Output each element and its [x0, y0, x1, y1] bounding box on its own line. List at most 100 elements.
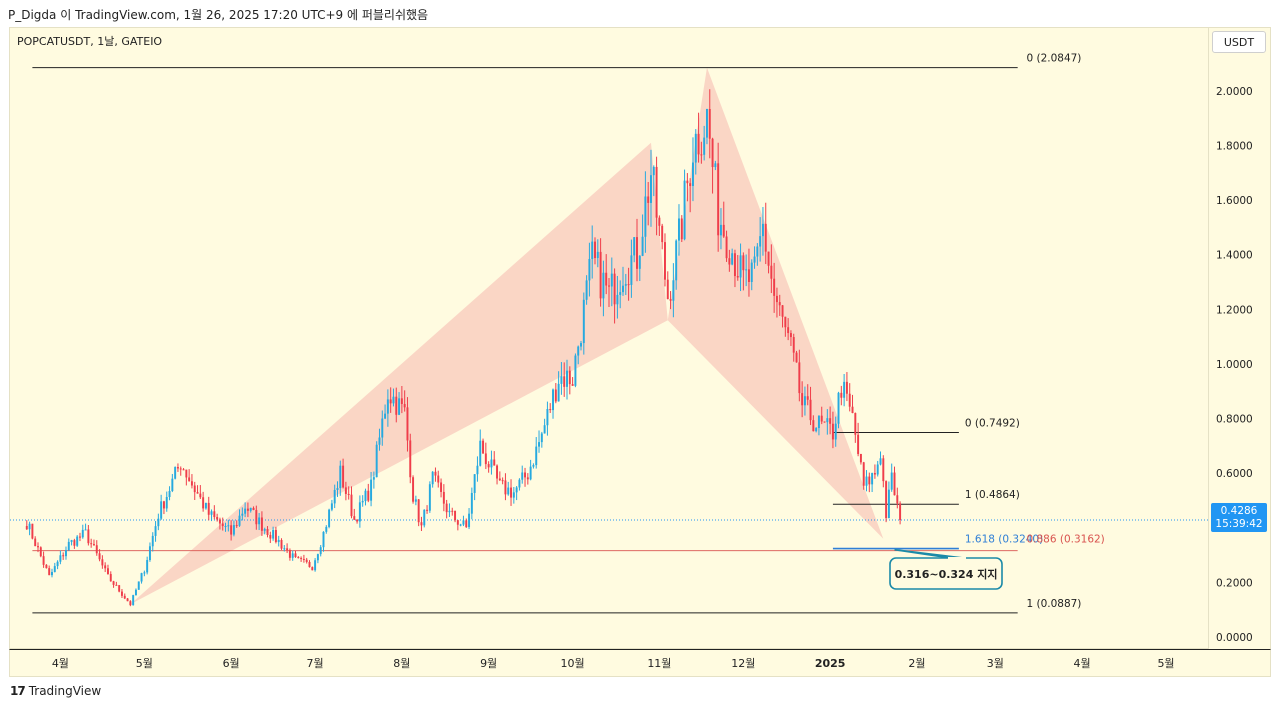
- callout-box: [889, 557, 1003, 590]
- candle-body: [129, 601, 132, 606]
- candle-body: [577, 346, 580, 356]
- candle-body: [392, 396, 395, 404]
- candle-body: [112, 581, 115, 585]
- candle-body: [711, 138, 714, 168]
- candle-body: [501, 480, 504, 482]
- candle-body: [409, 440, 412, 478]
- tradingview-logo-icon: 17: [10, 684, 26, 698]
- candle-body: [56, 561, 59, 567]
- candle-body: [899, 503, 902, 521]
- candle-body: [778, 302, 781, 306]
- candle-body: [582, 299, 585, 344]
- candle-body: [817, 415, 820, 429]
- tradingview-brand[interactable]: 17 TradingView: [10, 684, 101, 698]
- time-tick-label: 6월: [223, 657, 240, 670]
- candle-body: [789, 333, 792, 338]
- candle-body: [400, 398, 403, 404]
- candle-body: [210, 511, 213, 515]
- candle-body: [230, 525, 233, 535]
- candle-body: [272, 530, 275, 539]
- candle-body: [801, 393, 804, 406]
- candle-body: [865, 476, 868, 486]
- price-axis[interactable]: [1209, 27, 1271, 649]
- candle-body: [854, 413, 857, 435]
- candle-body: [806, 396, 809, 400]
- candle-body: [792, 337, 795, 353]
- candle-body: [283, 548, 286, 550]
- candle-body: [487, 464, 490, 468]
- candle-body: [482, 440, 485, 454]
- candle-body: [862, 462, 865, 486]
- candle-body: [311, 567, 314, 571]
- candle-body: [316, 554, 319, 561]
- candle-body: [59, 555, 62, 562]
- candle-body: [812, 420, 815, 432]
- candle-body: [361, 501, 364, 503]
- candle-body: [235, 525, 238, 527]
- candle-body: [585, 280, 588, 300]
- candle-body: [843, 381, 846, 398]
- candle-body: [224, 526, 227, 528]
- candle-body: [697, 133, 700, 155]
- candle-body: [280, 539, 283, 549]
- harmonic-xab-triangle: [130, 142, 668, 605]
- candle-body: [25, 526, 28, 530]
- candle-body: [148, 546, 151, 561]
- candle-body: [736, 276, 739, 278]
- fib-label-0886: 0.886 (0.3162): [1026, 534, 1104, 546]
- candle-body: [196, 492, 199, 494]
- candle-body: [420, 522, 423, 526]
- candle-body: [823, 421, 826, 423]
- candle-body: [428, 484, 431, 511]
- candle-body: [885, 481, 888, 519]
- candle-body: [465, 520, 468, 528]
- candle-body: [591, 241, 594, 259]
- candle-body: [574, 355, 577, 386]
- candle-body: [459, 524, 462, 526]
- symbol-title: POPCATUSDT, 1날, GATEIO: [17, 35, 163, 48]
- candle-body: [67, 541, 70, 551]
- candle-body: [266, 529, 269, 535]
- price-tick-label: 1.4000: [1216, 250, 1253, 262]
- candle-body: [137, 581, 140, 590]
- candle-body: [73, 540, 76, 546]
- candle-body: [599, 251, 602, 299]
- candle-body: [213, 511, 216, 518]
- candle-body: [412, 477, 415, 502]
- candle-body: [260, 517, 263, 531]
- candle-body: [775, 295, 778, 303]
- candle-body: [162, 501, 165, 509]
- time-axis[interactable]: [9, 649, 1271, 677]
- candle-body: [207, 502, 210, 515]
- price-tick-label: 1.6000: [1216, 195, 1253, 207]
- candle-body: [834, 423, 837, 440]
- currency-button[interactable]: USDT: [1212, 31, 1266, 53]
- candle-body: [510, 487, 513, 498]
- candle-body: [174, 467, 177, 479]
- candle-body: [249, 507, 252, 511]
- candle-body: [784, 316, 787, 328]
- candle-body: [454, 510, 457, 521]
- candle-body: [655, 166, 658, 218]
- candle-body: [426, 509, 429, 511]
- candle-body: [288, 550, 291, 558]
- candle-body: [750, 262, 753, 282]
- candle-body: [650, 175, 652, 203]
- callout-pointer: [894, 548, 965, 559]
- candle-body: [476, 465, 479, 475]
- candle-body: [596, 251, 599, 259]
- candle-body: [451, 510, 454, 512]
- price-tick-label: 0.6000: [1216, 468, 1253, 480]
- candle-body: [859, 453, 862, 463]
- support-annotation: 0.316~0.324 지지: [895, 567, 998, 581]
- candle-body: [815, 428, 818, 432]
- candle-body: [532, 465, 535, 467]
- candle-body: [722, 224, 725, 237]
- candle-body: [364, 490, 367, 502]
- candle-body: [759, 236, 762, 247]
- candle-body: [873, 473, 876, 475]
- candle-body: [185, 469, 188, 478]
- candle-body: [188, 477, 191, 482]
- candle-body: [118, 585, 121, 592]
